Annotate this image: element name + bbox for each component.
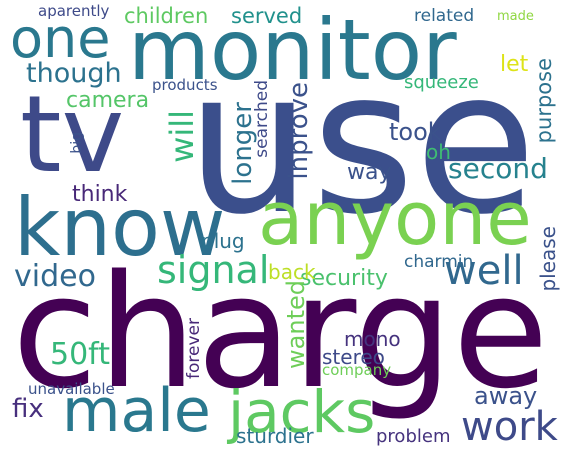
word-charmin: charmin: [404, 252, 474, 272]
word-tv: tv: [20, 73, 125, 196]
word-problem: problem: [376, 426, 451, 447]
word-forever: forever: [184, 318, 204, 379]
word-though: though: [26, 58, 122, 89]
word-mono: mono: [344, 327, 401, 351]
word-squeeze: squeeze: [404, 72, 479, 93]
word-anyone: anyone: [258, 176, 532, 262]
word-purpose: purpose: [532, 58, 556, 144]
word-sturdier: sturdier: [236, 424, 314, 448]
word-inprove: inprove: [284, 82, 314, 180]
word-know: know: [14, 181, 226, 274]
word-security: security: [300, 266, 388, 291]
word-company: company: [322, 361, 392, 379]
word-plug: plug: [201, 229, 245, 253]
word-made: made: [497, 9, 534, 24]
word-wanted: wanted: [282, 280, 310, 369]
word-male: male: [62, 376, 211, 446]
word-50ft: 50ft: [50, 337, 110, 372]
word-one: one: [10, 7, 111, 70]
word-think: think: [72, 182, 128, 207]
word-let: let: [500, 52, 529, 77]
word-took: took: [389, 118, 442, 146]
word-related: related: [414, 6, 475, 26]
word-second: second: [448, 152, 548, 185]
word-jacks: jacks: [228, 378, 376, 446]
word-children: children: [124, 4, 209, 28]
word-charge: charge: [12, 241, 549, 423]
word-back: back: [268, 260, 316, 284]
word-camera: camera: [66, 88, 150, 113]
word-signal: signal: [157, 248, 270, 292]
word-oh: oh: [426, 140, 451, 164]
word-served: served: [231, 4, 303, 28]
word-use: use: [186, 27, 537, 258]
word-please: please: [536, 226, 560, 292]
word-way: way: [347, 160, 392, 185]
word-well: well: [444, 248, 524, 294]
word-products: products: [152, 76, 218, 94]
word-away: away: [474, 382, 538, 410]
word-monitor: monitor: [128, 1, 457, 99]
word-big: big: [69, 132, 85, 154]
word-work: work: [461, 404, 558, 450]
word-will: will: [163, 110, 201, 163]
word-aparently: aparently: [38, 2, 110, 20]
word-fix: fix: [12, 394, 44, 424]
word-video: video: [14, 259, 96, 294]
word-stereo: stereo: [322, 345, 385, 369]
word-searched: searched: [252, 80, 272, 158]
word-unavailable: unavailable: [28, 380, 115, 398]
